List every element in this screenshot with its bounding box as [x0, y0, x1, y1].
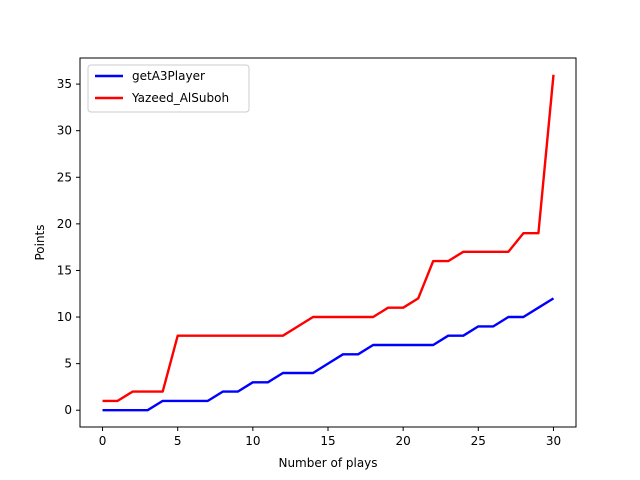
series-line-0 [102, 297, 555, 412]
x-axis-ticks: 0 5 10 15 20 25 30 [99, 427, 561, 448]
x-tick-label: 5 [174, 434, 182, 448]
legend-entry-label: Yazeed_AlSuboh [131, 91, 229, 105]
x-tick-label: 10 [245, 434, 260, 448]
y-axis-ticks: 0 5 10 15 20 25 30 35 [57, 77, 80, 417]
y-tick-label: 10 [57, 310, 72, 324]
x-tick-label: 30 [546, 434, 561, 448]
x-tick-label: 0 [99, 434, 107, 448]
y-tick-label: 5 [64, 357, 72, 371]
x-tick-label: 25 [471, 434, 486, 448]
series-line-1 [102, 74, 555, 403]
y-tick-label: 0 [64, 403, 72, 417]
x-tick-label: 15 [320, 434, 335, 448]
x-axis-label: Number of plays [278, 456, 377, 470]
y-tick-label: 15 [57, 263, 72, 277]
x-tick-label: 20 [396, 434, 411, 448]
legend-box [87, 64, 250, 113]
plot-lines [102, 74, 555, 412]
axes-frame [79, 57, 577, 428]
y-tick-label: 35 [57, 77, 72, 91]
legend: getA3Player Yazeed_AlSuboh [87, 64, 250, 113]
y-tick-label: 25 [57, 170, 72, 184]
y-tick-label: 20 [57, 217, 72, 231]
y-tick-label: 30 [57, 124, 72, 138]
y-axis-label: Points [33, 224, 47, 260]
legend-entry-label: getA3Player [132, 69, 205, 83]
